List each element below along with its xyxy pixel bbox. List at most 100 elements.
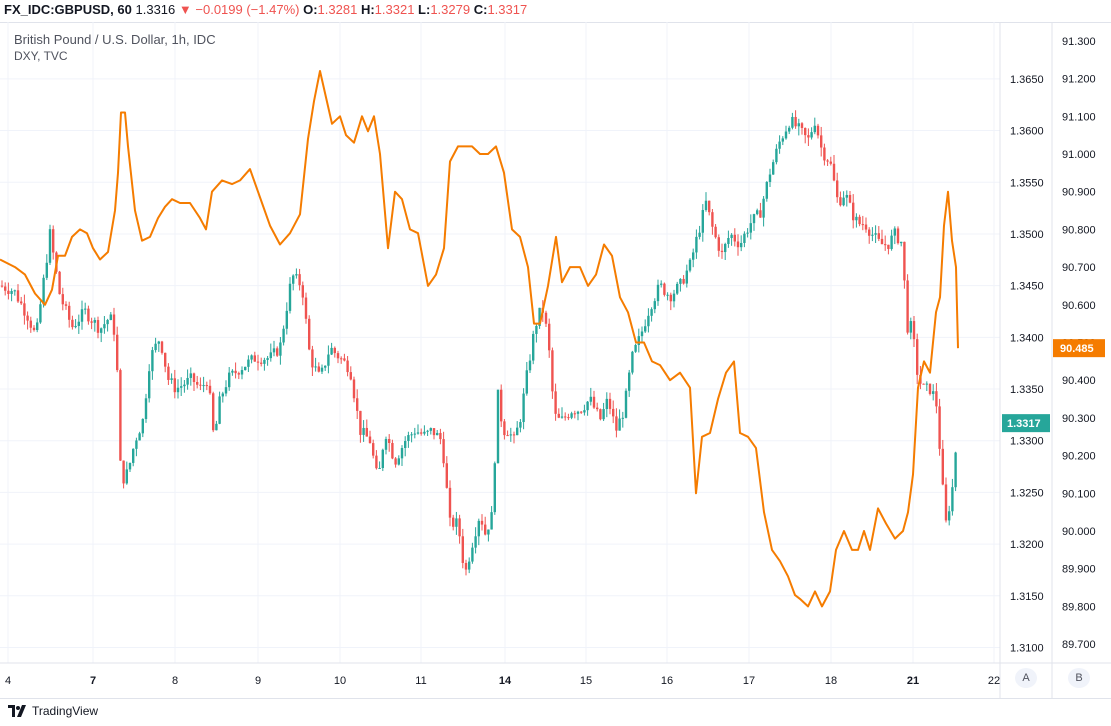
candle-body — [944, 484, 948, 521]
candle-body — [346, 360, 349, 373]
candle-body — [173, 378, 176, 393]
gbpusd-last-price-badge — [1002, 414, 1050, 433]
candle-body — [708, 200, 711, 213]
tradingview-brand[interactable]: TradingView — [8, 704, 98, 718]
candle-body — [778, 141, 781, 149]
gbpusd-tick-label: 1.3150 — [1010, 591, 1044, 603]
candle-body — [772, 162, 775, 175]
candle-body — [109, 314, 112, 321]
candle-body — [816, 125, 820, 136]
candle-body — [138, 433, 141, 441]
dxy-tick-label: 91.300 — [1062, 36, 1096, 48]
candle-body — [16, 290, 20, 302]
candle-body — [381, 449, 384, 469]
candle-body — [154, 343, 157, 351]
time-tick-label: 21 — [907, 675, 919, 687]
candle-body — [208, 385, 212, 394]
candle-body — [676, 283, 679, 294]
close-value: 1.3317 — [487, 2, 528, 17]
candle-body — [880, 238, 884, 245]
candle-body — [429, 428, 432, 431]
candle-body — [480, 520, 484, 525]
candle-body — [23, 303, 26, 316]
price-chart[interactable]: 1.3100 1.3150 1.3200 1.3250 1.3300 1.3350 1.34… — [0, 0, 1111, 698]
candle-body — [452, 517, 455, 527]
candle-body — [532, 333, 535, 361]
candle-body — [231, 370, 234, 373]
open-value: 1.3281 — [317, 2, 358, 17]
candle-body — [864, 224, 868, 230]
candle-body — [90, 321, 93, 323]
candle-body — [692, 252, 695, 260]
candle-body — [122, 460, 125, 484]
candle-body — [135, 440, 138, 449]
symbol-name[interactable]: FX_IDC:GBPUSD, 60 — [4, 2, 132, 17]
candle-body — [586, 401, 589, 411]
candle-body — [7, 290, 10, 294]
candle-body — [829, 161, 832, 164]
candle-body — [391, 443, 394, 459]
candle-body — [791, 116, 794, 128]
dxy-tick-label: 90.100 — [1062, 488, 1096, 500]
candle-body — [404, 441, 407, 449]
candle-body — [634, 344, 637, 352]
candle-body — [250, 355, 253, 360]
scale-a-button[interactable]: A — [1015, 668, 1037, 688]
candle-body — [314, 366, 317, 368]
candle-body — [608, 398, 612, 409]
candle-body — [327, 354, 330, 366]
candle-body — [698, 232, 701, 237]
candle-body — [202, 385, 205, 387]
candle-body — [554, 391, 557, 414]
candle-body — [199, 384, 202, 386]
candle-body — [848, 194, 852, 203]
candle-body — [797, 123, 800, 127]
candle-body — [599, 409, 602, 420]
candle-body — [868, 229, 871, 236]
candle-body — [720, 250, 724, 253]
candle-body — [215, 423, 218, 431]
candle-body — [612, 408, 615, 417]
candle-body — [890, 235, 893, 249]
candle-body — [832, 163, 836, 181]
candle-body — [87, 308, 90, 322]
candle-body — [103, 324, 106, 329]
candle-body — [730, 234, 733, 239]
candle-body — [551, 350, 554, 392]
candle-body — [548, 323, 551, 351]
candle-body — [308, 318, 311, 350]
dxy-tick-label: 90.200 — [1062, 451, 1096, 463]
dxy-tick-label: 89.900 — [1062, 564, 1096, 576]
candle-body — [400, 448, 404, 459]
candle-body — [413, 433, 416, 435]
candle-body — [660, 283, 663, 285]
candle-body — [416, 432, 420, 434]
candle-body — [650, 309, 653, 316]
candle-body — [176, 387, 180, 393]
candle-body — [746, 232, 749, 234]
candle-body — [912, 321, 916, 340]
scale-b-button[interactable]: B — [1068, 668, 1090, 688]
candle-body — [564, 416, 567, 418]
candle-body — [192, 373, 196, 383]
gbpusd-tick-label: 1.3300 — [1010, 436, 1044, 448]
candle-body — [394, 458, 397, 465]
candle-body — [669, 294, 672, 302]
candle-body — [682, 278, 685, 284]
candle-body — [432, 428, 436, 436]
candle-body — [164, 352, 167, 367]
candle-body — [183, 384, 186, 387]
candle-body — [93, 320, 96, 323]
candle-body — [0, 285, 4, 287]
candle-body — [724, 243, 727, 253]
candle-body — [672, 293, 676, 302]
candle-body — [925, 383, 928, 385]
candle-body — [448, 487, 452, 518]
candle-body — [506, 435, 509, 437]
candle-body — [77, 321, 80, 326]
candle-body — [855, 216, 858, 221]
gbpusd-tick-label: 1.3100 — [1010, 642, 1044, 654]
candle-body — [282, 328, 285, 343]
candle-body — [826, 160, 829, 162]
high-label: H: — [360, 2, 375, 17]
